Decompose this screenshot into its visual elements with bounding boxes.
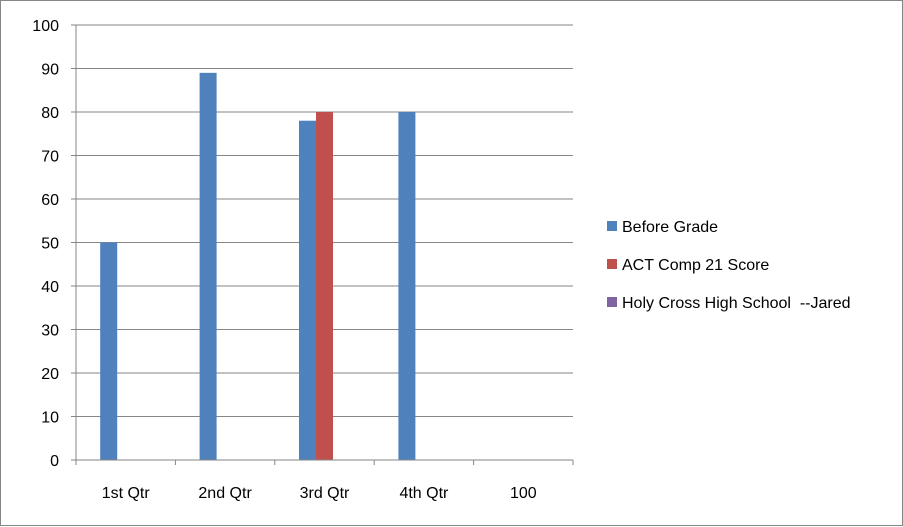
y-tick-label: 30 (41, 323, 59, 340)
x-tick-label: 2nd Qtr (198, 485, 252, 502)
axes (71, 24, 574, 465)
y-tick-label: 20 (41, 366, 59, 383)
y-tick-label: 70 (41, 149, 59, 166)
bar (316, 112, 333, 460)
y-tick-label: 60 (41, 192, 59, 209)
legend-label: ACT Comp 21 Score (622, 257, 769, 274)
x-tick-label: 3rd Qtr (300, 485, 350, 502)
legend: Before Grade ACT Comp 21 Score Holy Cross … (607, 219, 851, 312)
legend-swatch (607, 221, 617, 231)
legend-label: Before Grade (622, 219, 718, 236)
legend-label: Holy Cross High School --Jared (622, 295, 851, 312)
bar (199, 72, 217, 460)
y-tick-label: 50 (41, 236, 59, 253)
bar (398, 112, 416, 460)
x-tick-label: 4th Qtr (399, 485, 449, 502)
y-tick-label: 90 (41, 62, 59, 79)
legend-swatch (607, 259, 617, 269)
y-tick-label: 100 (32, 18, 59, 35)
y-tick-label: 80 (41, 105, 59, 122)
bars (100, 72, 416, 460)
x-tick-labels: 1st Qtr 2nd Qtr 3rd Qtr 4th Qtr 100 (102, 485, 537, 502)
legend-swatch (607, 297, 617, 307)
x-tick-label: 1st Qtr (102, 485, 151, 502)
bar (299, 120, 316, 460)
y-tick-label: 10 (41, 410, 59, 427)
y-tick-label: 0 (50, 453, 59, 470)
bar (100, 242, 118, 460)
y-tick-label: 40 (41, 279, 59, 296)
x-tick-label: 100 (510, 485, 537, 502)
y-tick-labels: 0 10 20 30 40 50 60 70 80 90 100 (32, 18, 59, 470)
